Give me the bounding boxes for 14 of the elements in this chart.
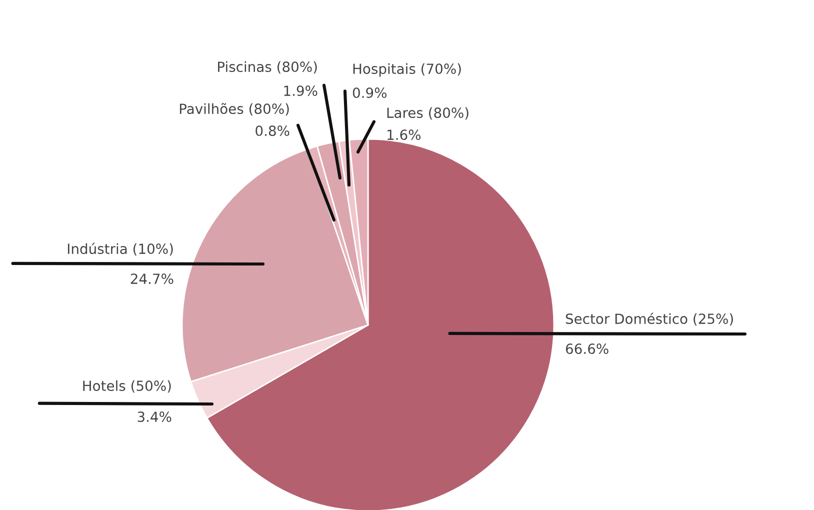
data-label: 24.7%	[130, 274, 174, 284]
data-label: 1.6%	[388, 130, 421, 140]
data-label: 1.9%	[284, 86, 318, 96]
data-label: 66.6%	[566, 344, 608, 354]
slice-label: Indústria (10%)	[68, 242, 173, 256]
slice-label: Hospitais (70%)	[353, 63, 461, 77]
slice-label: Sector Doméstico (25%)	[566, 312, 733, 326]
data-label: 0.9%	[352, 88, 387, 98]
slice-label: Hotels (50%)	[83, 380, 171, 393]
slice-label: Piscinas (80%)	[218, 61, 317, 74]
data-label: 0.8%	[256, 126, 290, 136]
slice-label: Pavilhões (80%)	[180, 103, 289, 116]
data-label: 3.4%	[138, 412, 172, 422]
slice-label: Lares (80%)	[387, 107, 468, 120]
